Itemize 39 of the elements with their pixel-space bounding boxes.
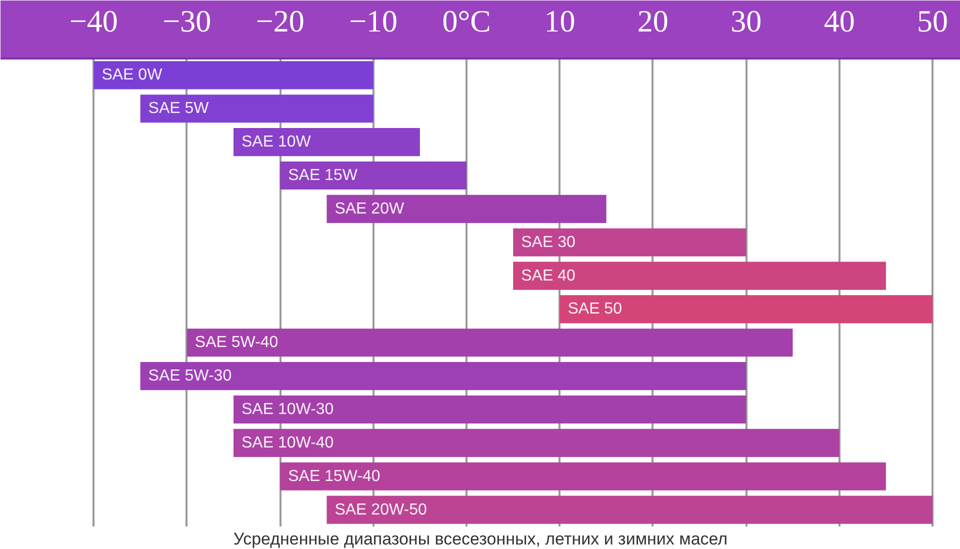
bar — [234, 128, 420, 156]
y-tick-label: SAE 5W — [148, 100, 210, 118]
y-tick-label: SAE 10W — [242, 134, 312, 151]
x-tick-label: 10 — [544, 4, 576, 38]
y-tick-label: SAE 30 — [521, 234, 576, 251]
y-tick-label: SAE 15W-40 — [288, 468, 380, 485]
bar — [326, 496, 933, 524]
y-tick-label: SAE 5W-40 — [194, 334, 278, 352]
bar — [560, 295, 933, 324]
x-tick-label: 20 — [637, 4, 668, 38]
text: Усредненные диапазоны всесезонных, летних и зимних масел — [233, 530, 728, 548]
x-tick-label: −40 — [69, 4, 118, 38]
bar — [94, 61, 374, 90]
bar — [234, 395, 746, 424]
y-tick-label: SAE 15W — [288, 167, 358, 184]
bar — [234, 428, 840, 457]
y-tick-label: SAE 10W-40 — [242, 434, 334, 452]
y-tick-label: SAE 0W — [102, 66, 164, 84]
bar — [280, 161, 467, 190]
x-tick-label: −10 — [349, 4, 398, 38]
bar — [140, 362, 746, 390]
bar — [186, 328, 793, 357]
bar — [513, 228, 746, 256]
x-tick-label: 30 — [730, 4, 762, 38]
bar — [513, 262, 886, 290]
x-tick-label: −30 — [162, 4, 212, 38]
y-tick-label: SAE 20W-50 — [334, 501, 428, 518]
y-tick-label: SAE 5W-30 — [148, 368, 232, 385]
bar — [326, 194, 606, 223]
bar — [140, 94, 374, 123]
bar — [280, 462, 886, 490]
y-tick-label: SAE 50 — [568, 300, 622, 318]
y-tick-label: SAE 20W — [334, 200, 405, 218]
y-tick-label: SAE 10W-30 — [242, 401, 334, 418]
x-tick-label: 0°C — [442, 4, 491, 38]
x-tick-label: 40 — [824, 4, 855, 38]
x-tick-label: 50 — [917, 4, 948, 38]
x-tick-label: −20 — [256, 4, 304, 38]
y-tick-label: SAE 40 — [521, 267, 576, 284]
